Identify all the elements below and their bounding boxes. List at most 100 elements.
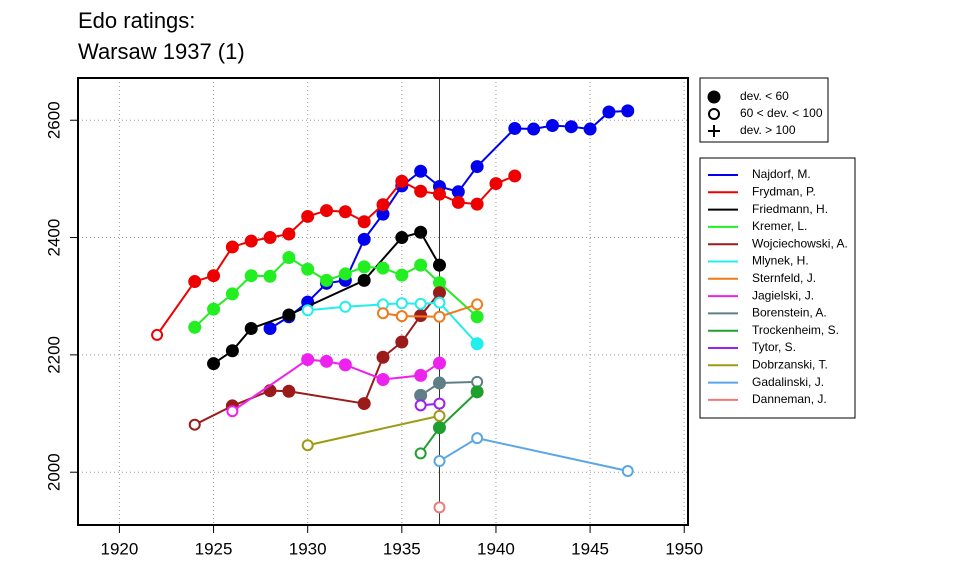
point — [244, 269, 258, 283]
point — [432, 421, 446, 435]
x-tick-label: 1925 — [195, 539, 233, 558]
legend-label: Najdorf, M. — [752, 167, 811, 181]
series-line — [269, 109, 628, 330]
legend-label: Sternfeld, J. — [752, 271, 816, 285]
point — [188, 320, 202, 334]
point — [376, 350, 390, 364]
point — [188, 275, 202, 289]
legend-label: Gadalinski, J. — [752, 375, 824, 389]
y-tick-label: 2200 — [44, 336, 63, 374]
point — [301, 439, 314, 452]
point — [338, 358, 352, 372]
point — [414, 164, 428, 178]
point — [377, 307, 389, 320]
point — [207, 357, 221, 371]
legend-label: Mlynek, H. — [752, 254, 809, 268]
point — [320, 354, 334, 368]
legend-label: dev. < 60 — [740, 89, 789, 103]
point — [432, 258, 446, 272]
legend-label: Borenstein, A. — [752, 306, 827, 320]
y-tick-label: 2400 — [44, 219, 63, 257]
point — [414, 297, 427, 310]
point — [602, 105, 616, 119]
point — [357, 232, 371, 246]
point — [225, 344, 239, 358]
legend-frame — [699, 157, 856, 419]
point — [433, 409, 446, 422]
point — [338, 205, 352, 219]
point — [471, 298, 484, 311]
point — [301, 353, 315, 367]
legend-label: dev. > 100 — [740, 123, 796, 137]
point — [207, 302, 221, 316]
point — [338, 267, 352, 281]
series-line — [382, 303, 478, 318]
point — [433, 296, 446, 309]
point — [583, 122, 597, 136]
legend-label: Friedmann, H. — [752, 202, 828, 216]
point — [432, 356, 446, 370]
legend-label: 60 < dev. < 100 — [740, 106, 823, 120]
point — [225, 240, 239, 254]
point — [376, 261, 390, 275]
point — [395, 174, 409, 188]
point — [263, 269, 277, 283]
point — [282, 251, 296, 265]
legend-label: Dobrzanski, T. — [752, 357, 828, 371]
point — [282, 227, 296, 241]
point — [225, 287, 239, 301]
point — [432, 286, 446, 300]
point — [451, 185, 465, 199]
point — [151, 328, 164, 341]
point — [414, 225, 428, 239]
legend-symbol — [707, 90, 721, 104]
plot-frame — [77, 77, 689, 526]
legend-label: Danneman, J. — [752, 392, 827, 406]
point — [451, 195, 465, 209]
point — [357, 260, 371, 274]
point — [564, 120, 578, 134]
legend-frame — [699, 77, 829, 143]
point — [357, 397, 371, 411]
series-line — [307, 301, 478, 345]
point — [470, 197, 484, 211]
point — [339, 300, 352, 313]
point — [395, 231, 409, 245]
point — [508, 121, 522, 135]
point — [357, 215, 371, 229]
point — [471, 432, 484, 445]
legend-label: Trockenheim, S. — [752, 323, 839, 337]
legend-label: Tytor, S. — [752, 340, 796, 354]
point — [263, 321, 277, 335]
point — [263, 231, 277, 245]
point — [433, 455, 446, 468]
x-tick-label: 1930 — [289, 539, 327, 558]
point — [433, 501, 446, 514]
series-line — [420, 380, 478, 397]
point — [244, 234, 258, 248]
point — [470, 385, 484, 399]
point — [282, 308, 296, 322]
chart-subtitle: Warsaw 1937 (1) — [78, 39, 245, 64]
point — [470, 310, 484, 324]
legend-label: Jagielski, J. — [752, 288, 814, 302]
point — [414, 258, 428, 272]
point — [376, 198, 390, 212]
series-line — [231, 358, 441, 413]
point — [301, 304, 314, 317]
x-tick-label: 1945 — [571, 539, 609, 558]
point — [414, 399, 427, 412]
legend-label: Kremer, L. — [752, 219, 807, 233]
point — [414, 388, 428, 402]
legend-symbol — [708, 125, 720, 137]
x-tick-label: 1940 — [477, 539, 515, 558]
legend-symbol — [708, 108, 720, 120]
point — [527, 122, 541, 136]
point — [376, 373, 390, 387]
point — [433, 397, 446, 410]
point — [395, 310, 408, 323]
point — [621, 465, 634, 478]
point — [414, 447, 427, 460]
point — [320, 204, 334, 218]
